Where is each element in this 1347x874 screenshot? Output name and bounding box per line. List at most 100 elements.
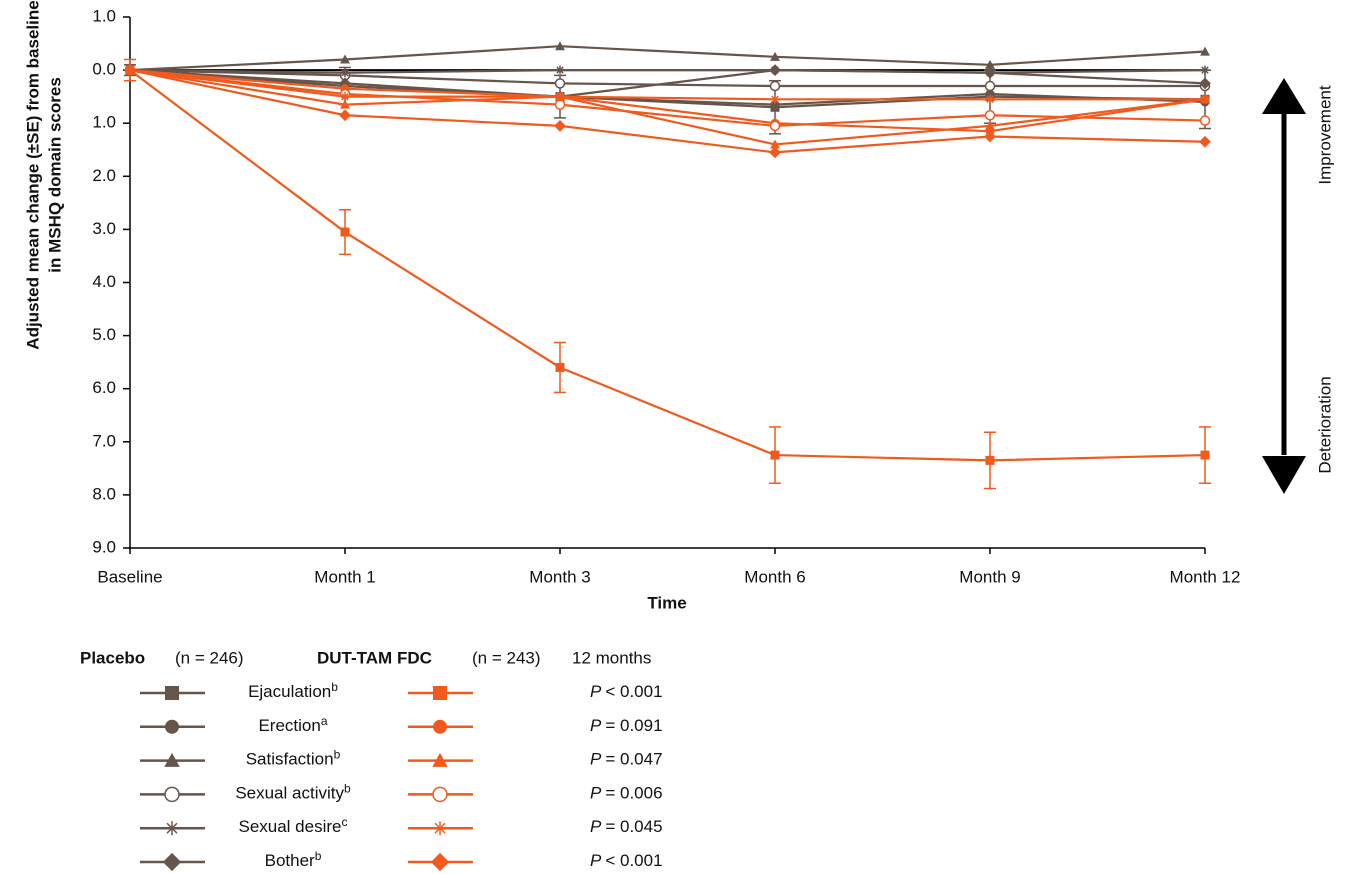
- p-symbol: P: [590, 682, 602, 701]
- marker: [1200, 450, 1210, 460]
- marker: [769, 120, 781, 132]
- marker: [555, 92, 565, 102]
- marker: [1200, 65, 1210, 75]
- legend-p-value: P < 0.001: [590, 851, 663, 870]
- p-text: < 0.001: [605, 851, 662, 870]
- legend-footnote: b: [331, 680, 338, 694]
- p-symbol: P: [590, 851, 602, 870]
- legend-p-value: P = 0.047: [590, 750, 663, 769]
- marker: [340, 68, 350, 78]
- marker: [433, 719, 447, 734]
- marker: [555, 41, 565, 51]
- y-tick-label: 1.0: [92, 113, 116, 132]
- marker: [770, 51, 780, 61]
- marker: [433, 686, 447, 700]
- legend-footnote: b: [344, 782, 351, 796]
- legend-name: Satisfaction: [246, 750, 334, 769]
- series-line: [129, 69, 1206, 74]
- legend-label: Satisfactionb: [246, 748, 341, 769]
- marker: [555, 362, 565, 372]
- legend-header: DUT-TAM FDC: [317, 648, 432, 667]
- series-line: [129, 69, 1205, 88]
- marker: [554, 78, 566, 89]
- legend-label: Sexual activityb: [235, 782, 351, 803]
- marker: [985, 455, 995, 465]
- marker: [984, 130, 996, 143]
- legend-name: Ejaculation: [248, 682, 331, 701]
- series-line: [129, 69, 1205, 101]
- marker: [769, 64, 781, 76]
- marker: [769, 80, 781, 92]
- marker: [1200, 46, 1210, 56]
- legend-name: Sexual desire: [238, 818, 341, 837]
- marker: [433, 821, 447, 836]
- legend-footnote: b: [315, 849, 322, 863]
- series-line: [129, 69, 1206, 462]
- marker: [985, 120, 995, 130]
- p-symbol: P: [590, 784, 602, 803]
- y-tick-label: 1.0: [92, 6, 116, 25]
- marker: [432, 786, 448, 803]
- y-axis-title: Adjusted mean change (±SE) from baseline: [23, 0, 42, 349]
- x-tick-label: Month 3: [529, 567, 590, 586]
- x-tick-label: Month 12: [1170, 567, 1241, 586]
- y-axis-title: in MSHQ domain scores: [45, 77, 64, 273]
- series-line: [129, 69, 1206, 106]
- legend-header: Placebo: [80, 648, 145, 667]
- legend-label: Botherb: [265, 849, 322, 870]
- marker: [984, 66, 996, 79]
- y-tick-label: 5.0: [92, 325, 116, 344]
- p-symbol: P: [590, 750, 602, 769]
- x-tick-label: Month 1: [314, 567, 375, 586]
- p-text: = 0.045: [605, 818, 662, 837]
- y-tick-label: 9.0: [92, 537, 116, 556]
- arrow-head: [1262, 456, 1306, 494]
- series-line: [129, 69, 1206, 146]
- y-tick-label: 2.0: [92, 166, 116, 185]
- legend-header: 12 months: [572, 648, 651, 667]
- marker: [770, 450, 780, 460]
- marker: [984, 80, 996, 92]
- series-line: [129, 69, 1206, 127]
- marker: [165, 686, 179, 700]
- y-tick-label: 0.0: [92, 60, 116, 79]
- marker: [340, 54, 350, 64]
- p-text: = 0.047: [605, 750, 662, 769]
- x-axis-title: Time: [647, 593, 686, 612]
- legend-label: Ejaculationb: [248, 680, 338, 701]
- marker: [164, 786, 180, 803]
- series-line: [129, 68, 1206, 98]
- marker: [340, 227, 350, 237]
- y-tick-label: 6.0: [92, 378, 116, 397]
- marker: [770, 94, 780, 104]
- p-symbol: P: [590, 818, 602, 837]
- marker: [985, 94, 995, 104]
- legend-p-value: P = 0.045: [590, 818, 663, 837]
- marker: [340, 92, 350, 102]
- marker: [430, 852, 450, 872]
- legend-p-value: P < 0.001: [590, 682, 663, 701]
- marker: [770, 139, 780, 149]
- annotation: Deterioration: [1315, 376, 1334, 473]
- legend-footnote: a: [321, 714, 328, 728]
- marker: [554, 120, 566, 132]
- legend-name: Bother: [265, 851, 315, 870]
- marker: [340, 99, 350, 109]
- series-line: [129, 69, 1206, 133]
- legend-footnote: c: [342, 815, 348, 829]
- x-tick-label: Month 6: [744, 567, 805, 586]
- annotation: Improvement: [1315, 85, 1334, 184]
- marker: [985, 59, 995, 69]
- p-text: = 0.006: [605, 784, 662, 803]
- marker: [554, 99, 566, 110]
- y-tick-label: 3.0: [92, 219, 116, 238]
- marker: [984, 109, 996, 121]
- y-tick-label: 4.0: [92, 272, 116, 291]
- marker: [1199, 135, 1211, 148]
- legend-name: Erection: [258, 716, 320, 735]
- legend-name: Sexual activity: [235, 784, 344, 803]
- legend-header: (n = 246): [175, 648, 244, 667]
- marker: [555, 65, 565, 75]
- marker: [432, 752, 448, 767]
- series-line: [129, 69, 1206, 154]
